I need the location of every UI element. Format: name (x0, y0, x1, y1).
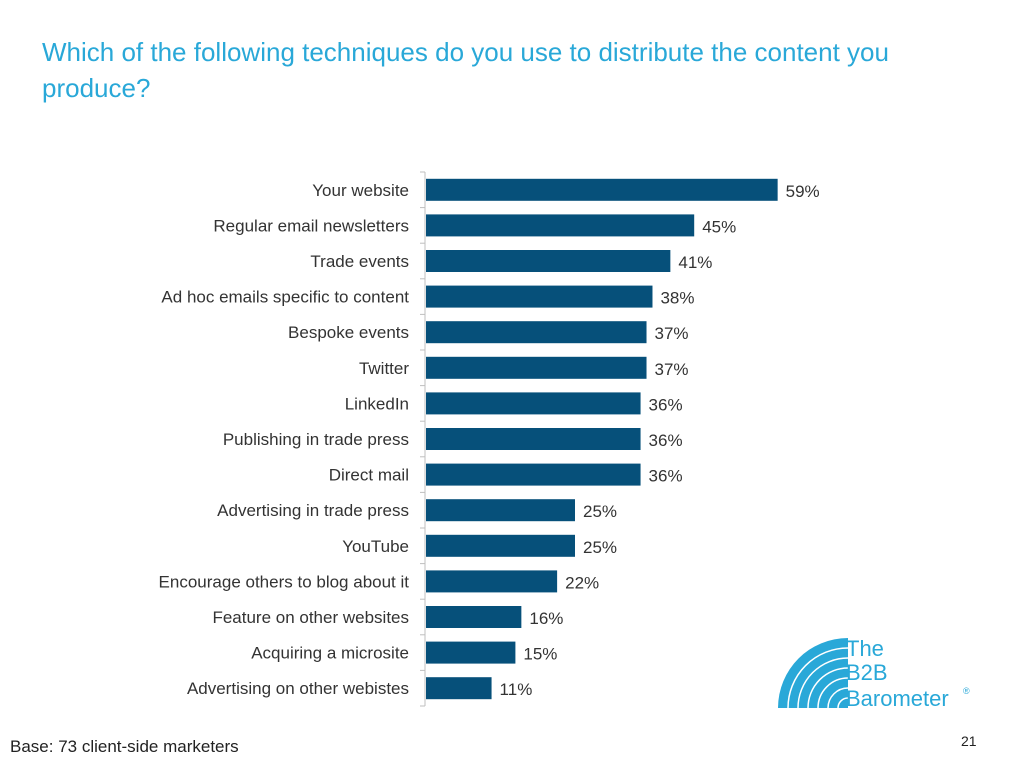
slide-title: Which of the following techniques do you… (42, 37, 889, 103)
bar (426, 250, 671, 272)
base-note: Base: 73 client-side marketers (10, 737, 239, 756)
bar (426, 641, 516, 664)
bar (426, 356, 647, 379)
data-label: 38% (660, 289, 694, 308)
data-label: 59% (786, 182, 820, 201)
logo-line-the: The (846, 636, 884, 661)
data-label: 15% (523, 645, 557, 664)
bar (426, 321, 647, 344)
data-label: 36% (649, 431, 683, 450)
category-label: LinkedIn (345, 394, 409, 413)
category-label: Ad hoc emails specific to content (161, 288, 409, 307)
data-label: 36% (649, 395, 683, 414)
data-label: 41% (678, 253, 712, 272)
category-label: Encourage others to blog about it (159, 572, 410, 591)
bar (426, 463, 641, 486)
bar (426, 499, 575, 522)
bar (426, 392, 641, 415)
bar (426, 428, 641, 450)
bar (426, 606, 522, 628)
data-label: 36% (649, 467, 683, 486)
data-label: 25% (583, 502, 617, 521)
data-label: 11% (500, 680, 533, 699)
data-label: 45% (702, 217, 736, 236)
category-label: Trade events (310, 252, 409, 271)
category-label: Advertising on other webistes (187, 679, 409, 698)
category-label: Feature on other websites (212, 608, 409, 627)
bar (426, 534, 575, 557)
category-label: Bespoke events (288, 323, 409, 342)
data-label: 25% (583, 538, 617, 557)
category-label: Acquiring a microsite (251, 644, 409, 663)
logo-line-b2b: B2B (846, 660, 888, 685)
bar (426, 285, 653, 308)
category-label: Regular email newsletters (213, 216, 409, 235)
category-label: Advertising in trade press (217, 501, 409, 520)
bar (426, 178, 778, 201)
registered-mark: ® (963, 686, 970, 696)
category-label: Your website (312, 181, 409, 200)
barometer-arcs-icon (778, 638, 848, 708)
data-label: 16% (529, 609, 563, 628)
bar-chart: Your website 59% Regular email newsletters… (159, 171, 820, 707)
data-label: 37% (655, 324, 689, 343)
bar (426, 214, 695, 237)
category-label: Twitter (359, 359, 409, 378)
data-label: 37% (655, 360, 689, 379)
b2b-barometer-logo: The B2B Barometer ® (778, 636, 970, 711)
category-label: YouTube (342, 537, 409, 556)
page-number: 21 (961, 733, 977, 749)
bar (426, 677, 492, 700)
logo-line-barometer: Barometer (846, 686, 949, 711)
category-label: Direct mail (329, 466, 409, 485)
data-label: 22% (565, 573, 599, 592)
category-label: Publishing in trade press (223, 430, 409, 449)
bar (426, 570, 558, 593)
